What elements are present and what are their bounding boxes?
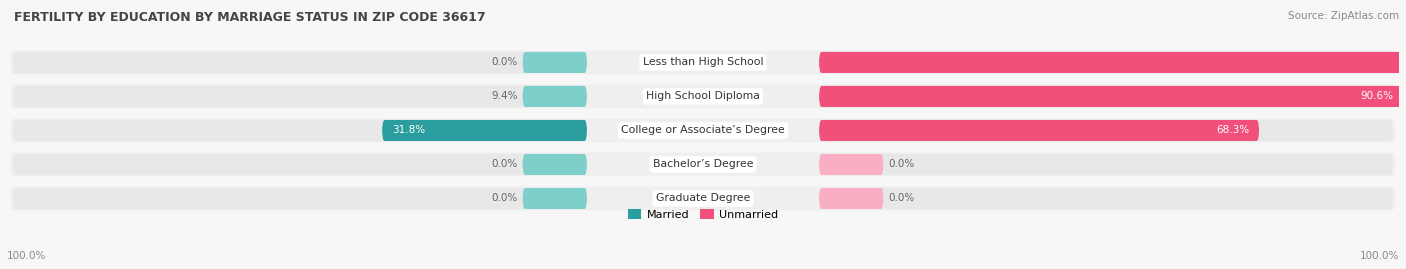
Text: 0.0%: 0.0% <box>491 160 517 169</box>
Text: FERTILITY BY EDUCATION BY MARRIAGE STATUS IN ZIP CODE 36617: FERTILITY BY EDUCATION BY MARRIAGE STATU… <box>14 11 485 24</box>
Text: 100.0%: 100.0% <box>1360 251 1399 261</box>
Text: 68.3%: 68.3% <box>1216 125 1250 136</box>
FancyBboxPatch shape <box>14 188 588 209</box>
Text: 0.0%: 0.0% <box>491 58 517 68</box>
FancyBboxPatch shape <box>818 188 883 209</box>
FancyBboxPatch shape <box>14 52 588 73</box>
FancyBboxPatch shape <box>14 154 588 175</box>
FancyBboxPatch shape <box>10 187 1396 210</box>
FancyBboxPatch shape <box>523 86 588 107</box>
FancyBboxPatch shape <box>818 154 883 175</box>
FancyBboxPatch shape <box>818 120 1392 141</box>
Text: 9.4%: 9.4% <box>491 91 517 101</box>
Text: 0.0%: 0.0% <box>889 160 915 169</box>
Text: 100.0%: 100.0% <box>7 251 46 261</box>
Text: 0.0%: 0.0% <box>491 193 517 203</box>
Text: Bachelor’s Degree: Bachelor’s Degree <box>652 160 754 169</box>
FancyBboxPatch shape <box>10 84 1396 108</box>
Text: High School Diploma: High School Diploma <box>647 91 759 101</box>
FancyBboxPatch shape <box>818 120 1260 141</box>
Legend: Married, Unmarried: Married, Unmarried <box>623 204 783 224</box>
FancyBboxPatch shape <box>523 188 588 209</box>
FancyBboxPatch shape <box>818 154 1392 175</box>
Text: 31.8%: 31.8% <box>392 125 425 136</box>
FancyBboxPatch shape <box>10 153 1396 176</box>
FancyBboxPatch shape <box>523 154 588 175</box>
FancyBboxPatch shape <box>10 51 1396 74</box>
FancyBboxPatch shape <box>382 120 588 141</box>
Text: 90.6%: 90.6% <box>1360 91 1393 101</box>
FancyBboxPatch shape <box>14 120 588 141</box>
Text: Source: ZipAtlas.com: Source: ZipAtlas.com <box>1288 11 1399 21</box>
Text: Graduate Degree: Graduate Degree <box>655 193 751 203</box>
FancyBboxPatch shape <box>14 86 588 107</box>
Text: College or Associate’s Degree: College or Associate’s Degree <box>621 125 785 136</box>
FancyBboxPatch shape <box>818 188 1392 209</box>
FancyBboxPatch shape <box>818 52 1406 73</box>
FancyBboxPatch shape <box>818 52 1392 73</box>
FancyBboxPatch shape <box>10 119 1396 142</box>
FancyBboxPatch shape <box>818 86 1392 107</box>
FancyBboxPatch shape <box>523 52 588 73</box>
FancyBboxPatch shape <box>818 86 1403 107</box>
Text: 0.0%: 0.0% <box>889 193 915 203</box>
Text: Less than High School: Less than High School <box>643 58 763 68</box>
